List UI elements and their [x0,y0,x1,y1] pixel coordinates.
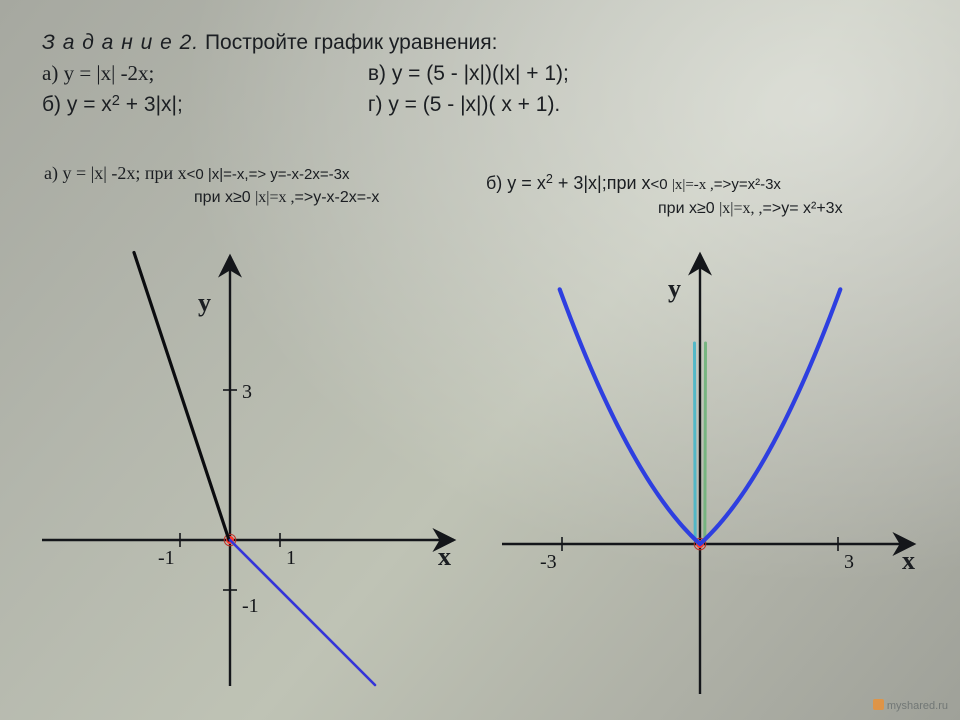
solA-l1: а) y = |x| -2x; при x [44,163,187,183]
task-v: в) y = (5 - |x|)(|x| + 1); [368,62,569,85]
logo: myshared.ru [873,699,948,712]
svg-text:1: 1 [286,547,296,569]
solB-l1b: + 3|x|;при x [553,173,651,193]
chart-b: -3 3 y x [500,248,920,698]
solB-l2b: |x|=x, , [719,200,762,217]
task-block: З а д а н и е 2. Постройте график уравне… [42,28,569,120]
solB-l2c: =>y= x²+3x [763,200,843,217]
task-a: а) y = |x| -2x; [42,58,362,88]
chart-a-ylabel: y [198,290,211,316]
chart-b-svg: -3 3 [500,248,920,698]
svg-text:-1: -1 [242,595,259,617]
solution-a: а) y = |x| -2x; при x<0 |x|=-x,=> y=-x-2… [44,160,464,209]
solA-l1c: y=-x-2x=-3x [266,166,349,183]
solA-l2b: |x|=x , [255,189,294,206]
task-b2: + 3|x|; [120,93,183,116]
solution-b: б) y = x2 + 3|x|;при x<0 |x|=-x ,=>y=x²-… [486,170,926,220]
chart-a-xlabel: x [438,544,451,570]
svg-text:-3: -3 [540,551,557,573]
solA-l1b: <0 |x|=-x,=> [187,166,267,183]
logo-icon [873,699,884,710]
svg-text:3: 3 [242,381,252,403]
logo-text: myshared.ru [887,700,948,712]
task-b-exp: 2 [112,93,120,109]
solB-l1a: б) y = x [486,173,546,193]
task-b1: б) y = x [42,93,112,116]
solA-l2a: при x≥0 [194,189,255,206]
chart-b-ylabel: y [668,276,681,302]
solB-l1d: |x|=-x , [672,177,714,193]
solA-l2c: =>y-x-2x=-x [295,189,380,206]
chart-a-svg: -1 1 -1 3 [40,250,460,690]
chart-a: -1 1 -1 3 y x [40,250,460,690]
svg-text:-1: -1 [158,547,175,569]
task-title-rest: Постройте график уравнения: [199,31,497,54]
solB-l1exp: 2 [546,172,553,186]
task-title: З а д а н и е 2. [42,31,199,54]
solB-l1e: =>y=x²-3x [714,176,781,193]
task-g: г) y = (5 - |x|)( x + 1). [368,93,560,116]
solB-l1c: <0 [651,176,672,193]
chart-b-xlabel: x [902,548,915,574]
solB-l2a: при x≥0 [658,200,719,217]
svg-text:3: 3 [844,551,854,573]
